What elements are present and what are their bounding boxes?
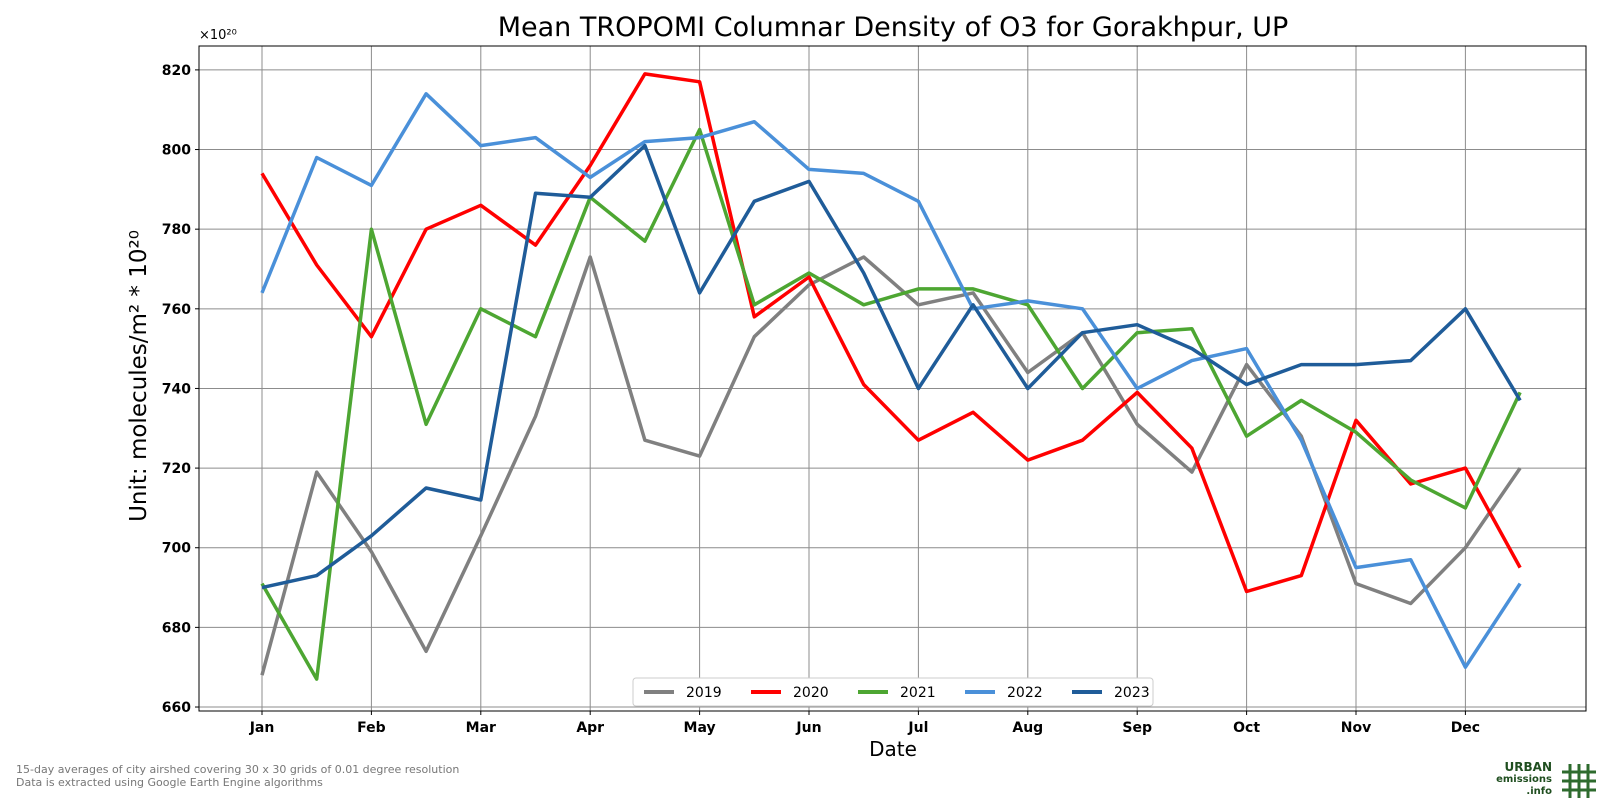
footnote-line-2: Data is extracted using Google Earth Eng… xyxy=(16,776,323,789)
legend-label-2023: 2023 xyxy=(1114,685,1150,701)
series-line-2019 xyxy=(260,255,1522,676)
x-tick-label: Oct xyxy=(1233,720,1260,736)
x-tick-label: Apr xyxy=(576,720,604,736)
y-tick-label: 720 xyxy=(162,461,191,477)
x-tick-label: Sep xyxy=(1122,720,1152,736)
y-axis-multiplier: ×10²⁰ xyxy=(199,28,237,43)
y-tick-label: 740 xyxy=(162,381,191,397)
series-line-2023 xyxy=(261,143,1522,590)
y-tick-label: 780 xyxy=(162,222,191,238)
x-axis-label: Date xyxy=(869,737,917,761)
urban-emissions-logo[interactable]: URBAN emissions .info xyxy=(1496,760,1596,798)
y-tick-label: 800 xyxy=(162,143,191,159)
x-tick-label: Feb xyxy=(357,720,386,736)
x-axis-ticks: Jan Feb Mar Apr May Jun Jul Aug Sep Oct Nov Dec xyxy=(249,711,1480,736)
x-tick-label: Jul xyxy=(907,720,928,736)
x-tick-label: May xyxy=(684,720,716,736)
y-tick-label: 660 xyxy=(162,700,191,716)
legend: 2019 2020 2021 2022 2023 xyxy=(632,677,1154,707)
legend-label-2020: 2020 xyxy=(793,685,829,701)
y-tick-label: 760 xyxy=(162,302,191,318)
plot-frame xyxy=(198,45,1587,712)
x-tick-label: Nov xyxy=(1341,720,1371,736)
legend-label-2019: 2019 xyxy=(686,685,722,701)
chart-title: Mean TROPOMI Columnar Density of O3 for … xyxy=(498,12,1289,43)
logo-text-urban: URBAN xyxy=(1504,760,1552,774)
footnote-line-1: 15-day averages of city airshed covering… xyxy=(16,763,460,776)
x-tick-label: Mar xyxy=(466,720,496,736)
series-lines xyxy=(260,72,1522,681)
logo-text-info: .info xyxy=(1526,786,1552,797)
legend-box xyxy=(632,677,1154,707)
logo-grid-icon xyxy=(1562,764,1596,798)
y-tick-label: 680 xyxy=(162,620,191,636)
legend-label-2022: 2022 xyxy=(1007,685,1043,701)
legend-label-2021: 2021 xyxy=(900,685,936,701)
x-tick-label: Dec xyxy=(1451,720,1480,736)
y-axis-label: Unit: molecules/m² * 10²⁰ xyxy=(126,230,152,522)
footnote: 15-day averages of city airshed covering… xyxy=(16,763,459,789)
series-line-2020 xyxy=(260,72,1522,594)
series-line-2022 xyxy=(260,92,1522,669)
y-axis-ticks: 660 680 700 720 740 760 780 800 820 xyxy=(162,63,199,716)
y-tick-label: 700 xyxy=(162,541,191,557)
grid-lines xyxy=(199,46,1586,711)
series-line-2021 xyxy=(260,127,1522,681)
logo-text-emissions: emissions xyxy=(1496,774,1552,785)
y-tick-label: 820 xyxy=(162,63,191,79)
x-tick-label: Jun xyxy=(795,720,821,736)
x-tick-label: Aug xyxy=(1012,720,1043,736)
x-tick-label: Jan xyxy=(249,720,275,736)
